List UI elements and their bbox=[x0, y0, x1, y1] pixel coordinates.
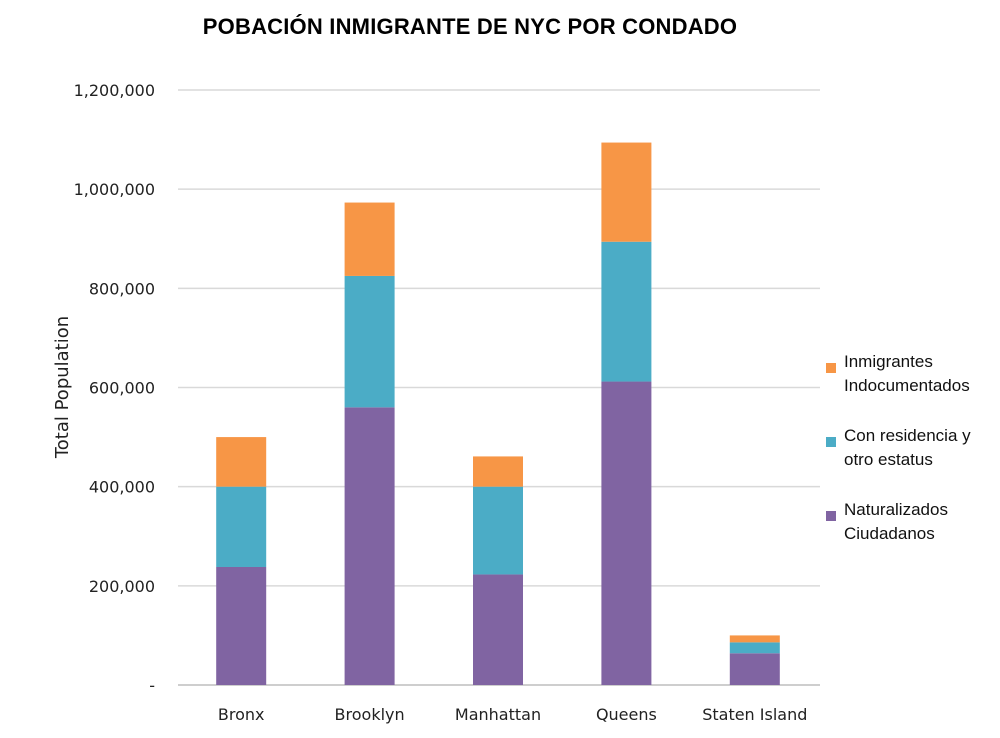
bar-segment bbox=[473, 574, 523, 685]
bar-segment bbox=[601, 142, 652, 242]
bar-segment bbox=[344, 407, 395, 685]
x-tick-label: Brooklyn bbox=[335, 705, 405, 724]
bar-segment bbox=[729, 642, 780, 654]
y-tick-label: - bbox=[149, 676, 155, 695]
legend-swatch-indocumentados bbox=[826, 363, 836, 373]
legend-label-indocumentados: Inmigrantes Indocumentados bbox=[844, 352, 970, 395]
legend-swatch-naturalizados bbox=[826, 511, 836, 521]
bar-segment bbox=[473, 456, 523, 487]
bar-segment bbox=[729, 635, 780, 643]
x-tick-label: Staten Island bbox=[702, 705, 807, 724]
y-tick-label: 200,000 bbox=[89, 577, 155, 596]
y-tick-label: 800,000 bbox=[89, 279, 155, 298]
legend-item-indocumentados: Inmigrantes Indocumentados bbox=[826, 350, 1000, 395]
bar-segment bbox=[601, 241, 652, 382]
legend-swatch-residencia bbox=[826, 437, 836, 447]
legend-item-naturalizados: Naturalizados Ciudadanos bbox=[826, 498, 1000, 543]
y-axis-label: Total Population bbox=[52, 316, 73, 459]
bar-segment bbox=[216, 486, 267, 567]
bar-segment bbox=[216, 437, 267, 487]
x-tick-label: Manhattan bbox=[455, 705, 541, 724]
legend-label-residencia: Con residencia y otro estatus bbox=[844, 426, 971, 469]
chart-title: POBACIÓN INMIGRANTE DE NYC POR CONDADO bbox=[202, 14, 738, 39]
bar-segment bbox=[344, 275, 395, 408]
bar-segment bbox=[729, 653, 780, 685]
y-tick-label: 400,000 bbox=[89, 478, 155, 497]
y-axis-ticks: - 200,000 400,000 600,000 800,000 1,000,000 1,… bbox=[74, 81, 155, 695]
bars bbox=[216, 142, 780, 685]
bar-segment bbox=[344, 202, 395, 276]
y-tick-label: 1,200,000 bbox=[74, 81, 155, 100]
legend-item-residencia: Con residencia y otro estatus bbox=[826, 424, 1000, 469]
y-tick-label: 600,000 bbox=[89, 379, 155, 398]
bar-segment bbox=[473, 486, 523, 575]
x-tick-label: Bronx bbox=[218, 705, 265, 724]
bar-segment bbox=[216, 566, 267, 685]
y-tick-label: 1,000,000 bbox=[74, 180, 155, 199]
legend: Inmigrantes Indocumentados Con residenci… bbox=[826, 350, 1000, 572]
x-axis-labels: Bronx Brooklyn Manhattan Queens Staten Islan… bbox=[218, 705, 807, 724]
bar-segment bbox=[601, 381, 652, 685]
legend-label-naturalizados: Naturalizados Ciudadanos bbox=[844, 500, 948, 543]
x-tick-label: Queens bbox=[596, 705, 657, 724]
